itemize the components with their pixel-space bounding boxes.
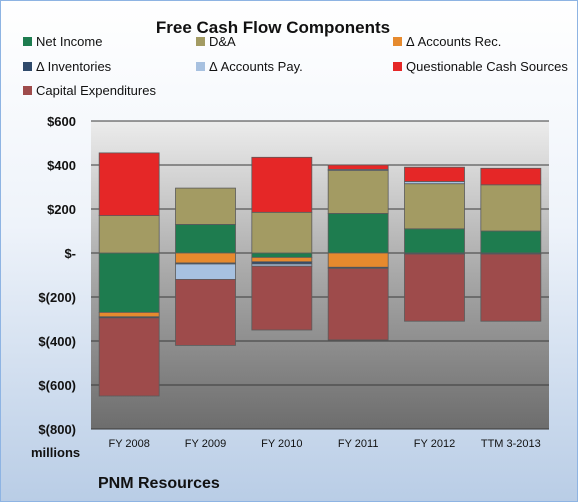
legend-label-accounts-pay: Δ Accounts Pay. bbox=[209, 59, 303, 74]
bar-accounts-rec-fy-2009 bbox=[175, 252, 236, 264]
legend-label-accounts-rec: Δ Accounts Rec. bbox=[406, 34, 501, 49]
chart-title: Free Cash Flow Components bbox=[156, 18, 390, 37]
legend-swatch-net-income bbox=[23, 37, 32, 46]
legend-swatch-capital-expenditures bbox=[23, 86, 32, 95]
legend-label-capital-expenditures: Capital Expenditures bbox=[36, 83, 156, 98]
bar-net-income-fy-2010 bbox=[251, 252, 313, 258]
bar-accounts-pay-fy-2009 bbox=[175, 263, 236, 280]
bar-d-a-ttm-3-2013 bbox=[480, 184, 542, 232]
x-tick-label: FY 2011 bbox=[338, 438, 379, 450]
x-tick-label: FY 2012 bbox=[414, 438, 455, 450]
y-tick-label: $600 bbox=[47, 114, 76, 129]
x-tick-label: FY 2009 bbox=[185, 438, 226, 450]
legend-swatch-accounts-rec bbox=[393, 37, 402, 46]
bar-capital-expenditures-fy-2010 bbox=[251, 265, 313, 331]
bar-questionable-cash-sources-fy-2008 bbox=[98, 152, 160, 216]
y-tick-label: $- bbox=[64, 246, 76, 261]
bar-questionable-cash-sources-fy-2012 bbox=[404, 166, 465, 182]
gridlines bbox=[91, 120, 549, 430]
y-tick-label: $400 bbox=[47, 158, 76, 173]
bar-accounts-rec-fy-2008 bbox=[98, 311, 160, 318]
bar-net-income-fy-2011 bbox=[327, 212, 389, 254]
legend-swatch-d-a bbox=[196, 37, 205, 46]
legend-swatch-accounts-pay bbox=[196, 62, 205, 71]
bar-d-a-fy-2011 bbox=[327, 170, 389, 214]
bar-accounts-rec-fy-2011 bbox=[327, 252, 389, 268]
legend-swatch-inventories bbox=[23, 62, 32, 71]
bar-capital-expenditures-fy-2009 bbox=[175, 278, 236, 346]
x-tick-label: FY 2008 bbox=[108, 438, 149, 450]
plot-area bbox=[91, 121, 549, 429]
bar-accounts-rec-fy-2010 bbox=[251, 256, 313, 263]
legend-swatch-questionable-cash-sources bbox=[393, 62, 402, 71]
y-tick-label: $200 bbox=[47, 202, 76, 217]
bar-capital-expenditures-fy-2012 bbox=[404, 253, 465, 322]
bar-questionable-cash-sources-ttm-3-2013 bbox=[480, 167, 542, 186]
bar-d-a-fy-2008 bbox=[98, 215, 160, 254]
legend: Net Income D&A Δ Accounts Rec. Δ Inventorie… bbox=[23, 34, 568, 98]
bar-net-income-ttm-3-2013 bbox=[480, 230, 542, 254]
units-label: millions bbox=[31, 445, 80, 460]
y-tick-label: $(200) bbox=[38, 290, 76, 305]
bar-questionable-cash-sources-fy-2011 bbox=[327, 164, 389, 170]
company-name: PNM Resources bbox=[98, 475, 220, 492]
y-tick-label: $(800) bbox=[38, 422, 76, 437]
bar-net-income-fy-2009 bbox=[175, 223, 236, 254]
y-tick-label: $(400) bbox=[38, 334, 76, 349]
x-axis-ticks: FY 2008 FY 2009 FY 2010 FY 2011 FY 2012 TTM 3… bbox=[108, 438, 540, 450]
y-axis-ticks: $600 $400 $200 $- $(200) $(400) $(600) $(800) bbox=[38, 114, 76, 437]
bar-d-a-fy-2009 bbox=[175, 187, 236, 225]
x-tick-label: TTM 3-2013 bbox=[481, 438, 541, 450]
bar-d-a-fy-2010 bbox=[251, 211, 313, 254]
bar-capital-expenditures-fy-2008 bbox=[98, 317, 160, 397]
legend-label-inventories: Δ Inventories bbox=[36, 59, 112, 74]
bar-capital-expenditures-ttm-3-2013 bbox=[480, 253, 542, 322]
y-tick-label: $(600) bbox=[38, 378, 76, 393]
legend-label-questionable-cash-sources: Questionable Cash Sources bbox=[406, 59, 568, 74]
bar-d-a-fy-2012 bbox=[404, 183, 465, 230]
legend-label-net-income: Net Income bbox=[36, 34, 102, 49]
bar-net-income-fy-2012 bbox=[404, 228, 465, 254]
bars bbox=[98, 152, 542, 397]
x-tick-label: FY 2010 bbox=[261, 438, 302, 450]
bar-net-income-fy-2008 bbox=[98, 252, 160, 313]
bar-questionable-cash-sources-fy-2010 bbox=[251, 156, 313, 213]
bar-capital-expenditures-fy-2011 bbox=[327, 267, 389, 341]
legend-label-d-a: D&A bbox=[209, 34, 236, 49]
